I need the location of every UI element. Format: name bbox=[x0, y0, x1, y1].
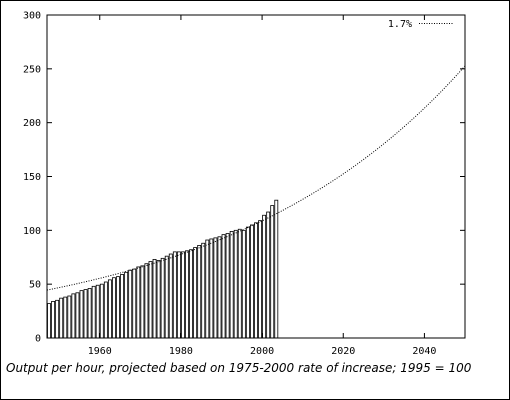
bar-2003 bbox=[274, 199, 279, 339]
bar-1969 bbox=[136, 266, 141, 339]
bar-1948 bbox=[51, 300, 56, 339]
chart-caption: Output per hour, projected based on 1975… bbox=[6, 361, 472, 375]
bar-1960 bbox=[99, 283, 104, 339]
y-tick-label: 100 bbox=[23, 226, 41, 237]
bar-group bbox=[47, 199, 279, 339]
x-axis: 1960 1980 2000 2020 2040 bbox=[88, 15, 436, 357]
y-tick-label: 200 bbox=[23, 118, 41, 129]
bar-1986 bbox=[205, 239, 210, 339]
bar-1982 bbox=[189, 249, 193, 339]
bar-1950 bbox=[59, 297, 64, 339]
legend-label: 1.7% bbox=[388, 19, 412, 30]
x-tick-label: 2000 bbox=[250, 346, 274, 357]
y-tick-label: 250 bbox=[23, 64, 41, 75]
bar-1976 bbox=[164, 255, 169, 339]
bar-1971 bbox=[144, 263, 149, 339]
bar-1989 bbox=[217, 236, 222, 339]
bar-1992 bbox=[229, 231, 234, 339]
trend-line bbox=[46, 65, 466, 291]
bar-1972 bbox=[148, 261, 153, 339]
bar-1954 bbox=[75, 292, 80, 339]
bar-1949 bbox=[55, 299, 60, 339]
bar-1959 bbox=[95, 284, 100, 339]
bar-1973 bbox=[152, 258, 157, 339]
bar-1991 bbox=[225, 233, 230, 339]
bar-1994 bbox=[237, 228, 242, 339]
bar-1990 bbox=[221, 234, 226, 339]
bar-1970 bbox=[140, 265, 145, 339]
bar-1965 bbox=[120, 274, 125, 339]
bar-1974 bbox=[156, 260, 161, 339]
bar-1987 bbox=[209, 238, 214, 339]
bar-1956 bbox=[83, 289, 88, 339]
bar-1967 bbox=[128, 269, 133, 339]
bar-1978 bbox=[172, 251, 177, 339]
y-tick-label: 300 bbox=[23, 11, 41, 22]
bar-1955 bbox=[79, 290, 84, 339]
bar-2000 bbox=[262, 214, 267, 339]
bar-1958 bbox=[91, 285, 96, 339]
bar-1998 bbox=[254, 222, 258, 339]
bar-1996 bbox=[245, 226, 250, 339]
x-tick-label: 2020 bbox=[331, 346, 355, 357]
bar-1964 bbox=[116, 276, 120, 339]
bar-1966 bbox=[124, 271, 129, 339]
bar-1980 bbox=[181, 251, 185, 339]
bar-2001 bbox=[266, 211, 271, 339]
bar-1988 bbox=[213, 237, 218, 339]
bar-1993 bbox=[233, 229, 238, 339]
bar-1952 bbox=[67, 295, 72, 339]
bar-1983 bbox=[193, 247, 198, 339]
bar-1962 bbox=[107, 279, 112, 339]
bar-1985 bbox=[201, 242, 206, 339]
y-tick-label: 150 bbox=[23, 172, 41, 183]
bar-1977 bbox=[168, 253, 173, 339]
bar-1999 bbox=[258, 220, 262, 339]
bar-1953 bbox=[71, 293, 76, 339]
bar-1951 bbox=[63, 296, 68, 339]
bar-1975 bbox=[160, 257, 165, 339]
bar-1997 bbox=[250, 224, 254, 339]
legend: 1.7% bbox=[388, 19, 453, 30]
x-tick-label: 1960 bbox=[88, 346, 112, 357]
bar-1995 bbox=[241, 229, 246, 339]
bar-1981 bbox=[185, 250, 189, 339]
x-tick-label: 1980 bbox=[169, 346, 193, 357]
y-tick-label: 50 bbox=[29, 280, 41, 291]
x-tick-label: 2040 bbox=[412, 346, 436, 357]
y-tick-label: 0 bbox=[35, 334, 41, 345]
bar-1947 bbox=[47, 303, 51, 339]
bar-1963 bbox=[112, 277, 116, 339]
bar-1979 bbox=[176, 251, 181, 339]
bar-1984 bbox=[197, 245, 202, 339]
bar-1957 bbox=[87, 288, 92, 339]
y-axis: 0 50 100 150 200 250 300 bbox=[23, 11, 465, 345]
bar-2002 bbox=[270, 205, 275, 339]
bar-1968 bbox=[132, 268, 137, 339]
bar-1961 bbox=[103, 281, 108, 339]
